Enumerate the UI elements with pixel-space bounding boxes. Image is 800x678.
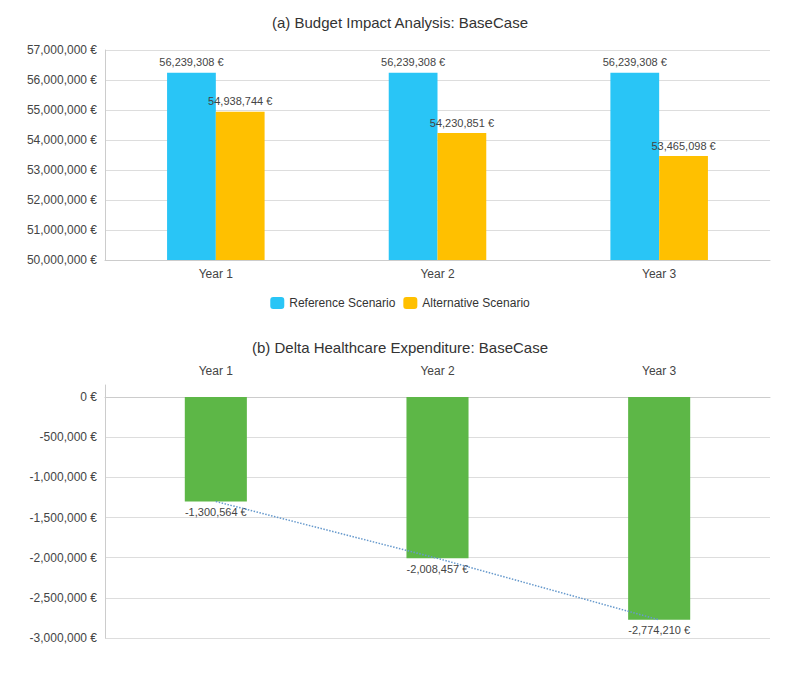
svg-text:Year 1: Year 1: [199, 364, 234, 378]
svg-text:-2,008,457 €: -2,008,457 €: [407, 563, 469, 575]
svg-text:54,938,744 €: 54,938,744 €: [208, 95, 272, 107]
svg-text:Year 2: Year 2: [420, 364, 455, 378]
svg-text:Alternative Scenario: Alternative Scenario: [422, 296, 530, 310]
svg-text:Year 3: Year 3: [642, 267, 677, 281]
svg-text:(b) Delta Healthcare Expenditu: (b) Delta Healthcare Expenditure: BaseCa…: [252, 339, 548, 356]
svg-text:-500,000 €: -500,000 €: [40, 430, 98, 444]
svg-text:-1,000,000 €: -1,000,000 €: [30, 470, 98, 484]
svg-text:Year 1: Year 1: [199, 267, 234, 281]
svg-text:54,000,000 €: 54,000,000 €: [27, 133, 97, 147]
svg-text:-1,300,564 €: -1,300,564 €: [185, 506, 247, 518]
svg-text:57,000,000 €: 57,000,000 €: [27, 43, 97, 57]
svg-text:56,239,308 €: 56,239,308 €: [159, 56, 223, 68]
svg-text:56,239,308 €: 56,239,308 €: [381, 56, 445, 68]
svg-text:-1,500,000 €: -1,500,000 €: [30, 511, 98, 525]
svg-text:-3,000,000 €: -3,000,000 €: [30, 631, 98, 645]
svg-text:56,239,308 €: 56,239,308 €: [603, 56, 667, 68]
svg-text:-2,500,000 €: -2,500,000 €: [30, 591, 98, 605]
svg-text:51,000,000 €: 51,000,000 €: [27, 223, 97, 237]
svg-text:55,000,000 €: 55,000,000 €: [27, 103, 97, 117]
svg-text:Reference Scenario: Reference Scenario: [289, 296, 395, 310]
svg-text:Year 2: Year 2: [420, 267, 455, 281]
svg-text:(a) Budget Impact Analysis: Ba: (a) Budget Impact Analysis: BaseCase: [272, 14, 528, 31]
svg-text:54,230,851 €: 54,230,851 €: [430, 117, 494, 129]
svg-text:50,000,000 €: 50,000,000 €: [27, 253, 97, 267]
svg-text:56,000,000 €: 56,000,000 €: [27, 73, 97, 87]
svg-text:53,465,098 €: 53,465,098 €: [651, 140, 715, 152]
svg-text:52,000,000 €: 52,000,000 €: [27, 193, 97, 207]
svg-text:Year 3: Year 3: [642, 364, 677, 378]
svg-text:0 €: 0 €: [80, 390, 97, 404]
svg-text:-2,774,210 €: -2,774,210 €: [628, 624, 690, 636]
svg-text:-2,000,000 €: -2,000,000 €: [30, 551, 98, 565]
svg-text:53,000,000 €: 53,000,000 €: [27, 163, 97, 177]
